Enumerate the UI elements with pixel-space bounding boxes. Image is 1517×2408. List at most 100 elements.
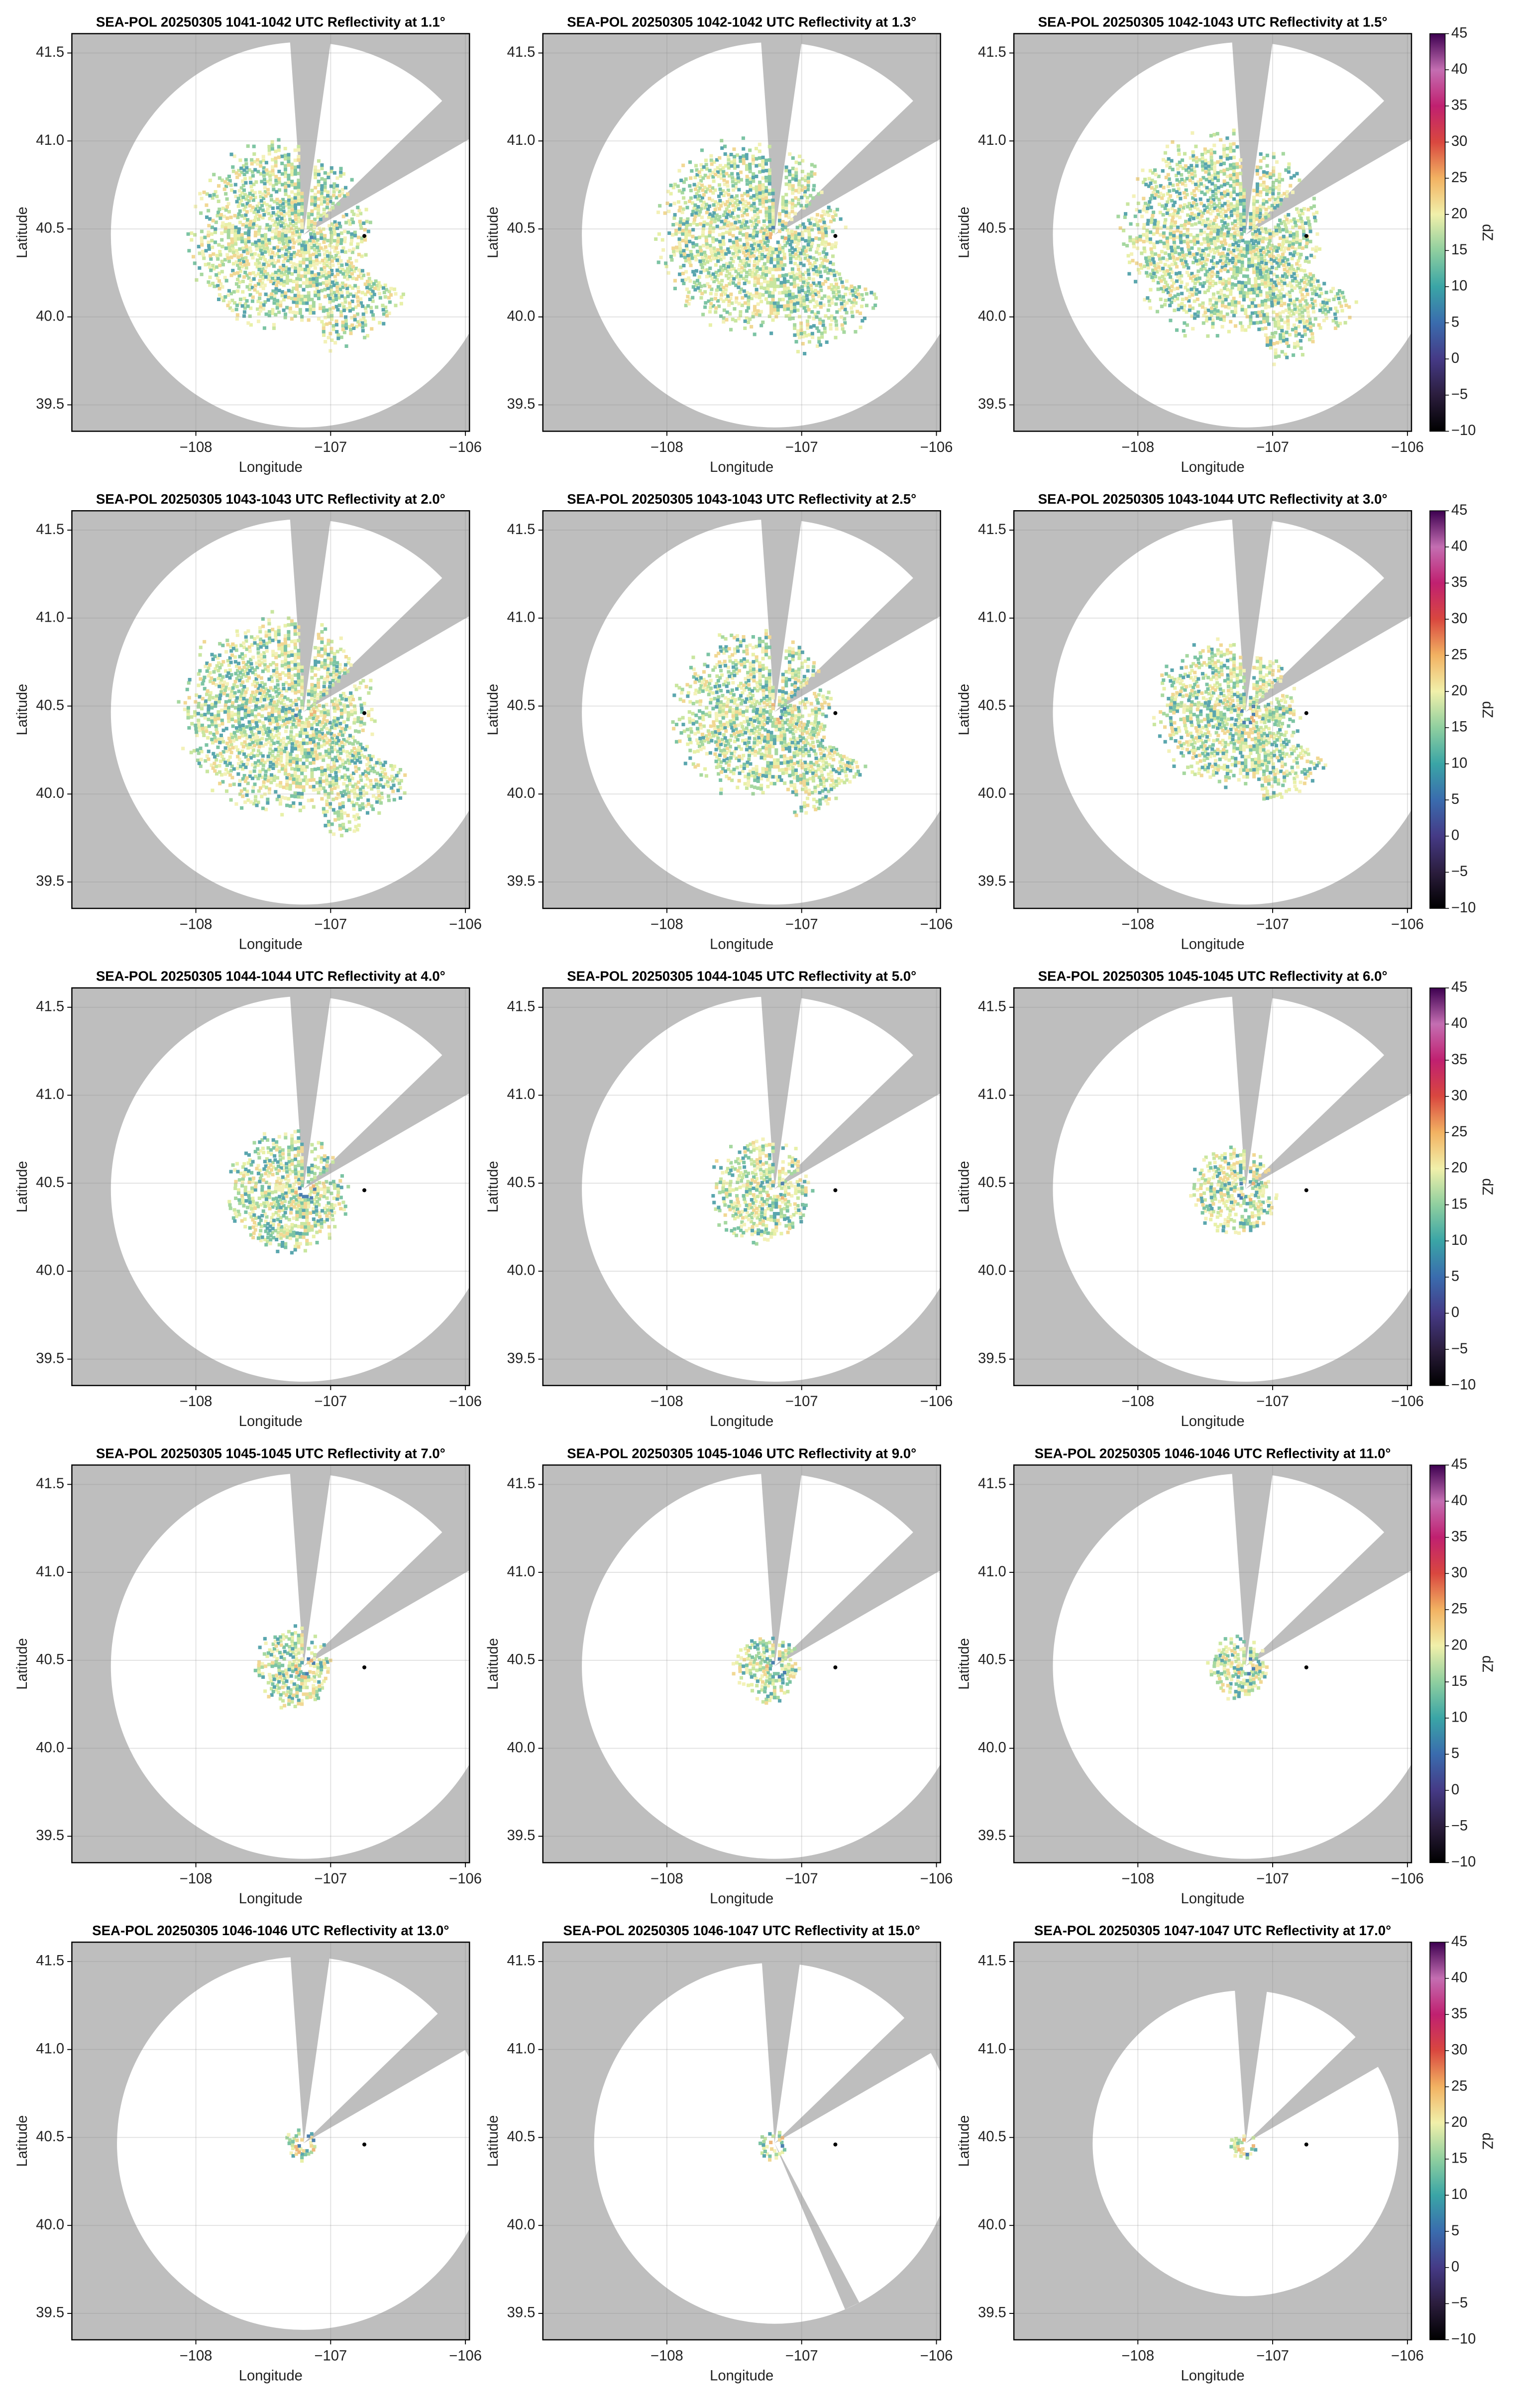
panel: −108 −107 −106 39.5 40.0 40.5 41.0 41.5 Longitud… <box>957 969 1495 1430</box>
colorbar <box>1429 1464 1446 1863</box>
blocked-sector <box>1231 1942 1274 2144</box>
y-tick-label: 41.0 <box>507 132 536 148</box>
echo-cells <box>1237 1182 1243 1200</box>
colorbar-tick-label: 5 <box>1451 1746 1459 1761</box>
y-tick-label: 41.0 <box>36 2041 64 2057</box>
y-tick-label: 40.0 <box>36 785 64 801</box>
plot-area <box>542 1465 941 1863</box>
colorbar <box>1429 1942 1446 2340</box>
blocked-sector <box>760 987 803 1189</box>
plot-area <box>542 33 941 432</box>
site-marker <box>362 2142 367 2147</box>
coverage-disk <box>582 42 941 428</box>
colorbar-label: dZ <box>1479 224 1495 241</box>
echo-cells <box>260 1637 330 1703</box>
site-marker <box>362 1665 367 1669</box>
y-tick-label: 39.5 <box>36 396 64 412</box>
y-tick-label: 40.5 <box>36 2129 64 2145</box>
blocked-sector <box>774 74 941 235</box>
colorbar <box>1429 510 1446 909</box>
x-axis-label: Longitude <box>239 1414 303 1429</box>
y-tick-label: 41.5 <box>978 44 1006 60</box>
echo-cells <box>1237 2138 1255 2152</box>
echo-cells <box>732 1637 797 1705</box>
y-tick-label: 41.0 <box>507 610 536 626</box>
echo-cells <box>760 2131 782 2155</box>
site-marker <box>833 711 838 715</box>
plot-frame <box>542 1941 941 2341</box>
echo-cells <box>291 2132 314 2158</box>
chart-title: SEA-POL 20250305 1046-1046 UTC Reflectiv… <box>92 1923 449 1938</box>
echo-cells <box>1158 643 1325 800</box>
y-tick-label: 40.5 <box>507 2129 536 2145</box>
echo-cells <box>1254 2148 1258 2152</box>
coverage-disk <box>110 42 470 428</box>
colorbar-tick-label: 35 <box>1451 1529 1467 1544</box>
panel: −108 −107 −106 39.5 40.0 40.5 41.0 41.5 Longitud… <box>485 14 953 475</box>
y-tick-label: 40.5 <box>978 697 1006 713</box>
colorbar-tick-label: 0 <box>1451 1305 1459 1320</box>
y-tick-label: 40.5 <box>36 697 64 713</box>
y-tick-label: 41.0 <box>36 1087 64 1102</box>
echo-cells <box>672 636 862 809</box>
colorbar-tick-label: 20 <box>1451 683 1467 699</box>
site-marker <box>362 1188 367 1193</box>
colorbar-tick-label: 10 <box>1451 755 1467 771</box>
colorbar-tick-label: 20 <box>1451 1160 1467 1176</box>
y-tick-label: 40.5 <box>507 1175 536 1191</box>
colorbar-tick-label: −5 <box>1451 864 1468 879</box>
blocked-sector <box>1245 1983 1411 2144</box>
echo-cells <box>1116 132 1345 359</box>
echo-cells <box>310 235 314 239</box>
y-axis-label: Latitude <box>14 684 30 736</box>
panel: −108 −107 −106 39.5 40.0 40.5 41.0 41.5 Longitud… <box>957 1445 1495 1907</box>
colorbar-tick-label: −5 <box>1451 1341 1468 1357</box>
colorbar-tick-label: 40 <box>1451 1493 1467 1509</box>
x-tick-label: −106 <box>1391 2348 1424 2364</box>
echo-cells <box>1216 1637 1267 1698</box>
chart-title: SEA-POL 20250305 1045-1045 UTC Reflectiv… <box>1038 969 1388 984</box>
y-tick-label: 40.0 <box>978 308 1006 324</box>
y-tick-label: 41.5 <box>36 522 64 538</box>
y-tick-label: 40.5 <box>978 220 1006 236</box>
echo-cells <box>1237 2138 1249 2160</box>
y-tick-label: 40.5 <box>978 1652 1006 1668</box>
site-marker <box>833 1665 838 1669</box>
echo-cells <box>1232 2140 1237 2147</box>
colorbar-tick-label: 15 <box>1451 1196 1467 1212</box>
echo-cells <box>1236 2145 1246 2156</box>
y-tick-label: 40.0 <box>507 1263 536 1279</box>
y-tick-label: 40.0 <box>978 1263 1006 1279</box>
plot-area <box>72 511 470 909</box>
site-marker <box>833 2142 838 2147</box>
y-tick-label: 41.0 <box>978 132 1006 148</box>
plot-area <box>1014 1465 1411 1863</box>
echo-cells <box>760 2135 778 2157</box>
echo-cells <box>1193 1154 1271 1232</box>
blocked-sector <box>760 1942 803 2144</box>
x-tick-label: −108 <box>650 439 683 455</box>
echo-cells <box>1233 2134 1253 2158</box>
x-tick-label: −108 <box>650 917 683 933</box>
y-tick-label: 40.0 <box>978 2217 1006 2233</box>
echo-cells <box>1209 1643 1268 1701</box>
colorbar-label: dZ <box>1479 2133 1495 2150</box>
echo-cells <box>779 707 786 720</box>
colorbar-label: dZ <box>1479 1178 1495 1195</box>
echo-cells <box>287 2133 313 2155</box>
panel: −108 −107 −106 39.5 40.0 40.5 41.0 41.5 Longitud… <box>485 1445 953 1907</box>
x-tick-label: −107 <box>785 1394 818 1410</box>
echo-cells <box>285 2136 314 2156</box>
y-tick-label: 41.5 <box>978 1476 1006 1492</box>
y-tick-label: 41.5 <box>978 1953 1006 1969</box>
x-tick-label: −106 <box>920 439 953 455</box>
y-tick-label: 40.5 <box>507 697 536 713</box>
y-tick-label: 39.5 <box>978 1828 1006 1844</box>
x-axis-label: Longitude <box>239 2368 303 2384</box>
colorbar-tick-label: 45 <box>1451 25 1467 41</box>
colorbar-tick-label: 40 <box>1451 1970 1467 1985</box>
echo-cells <box>735 1643 792 1702</box>
y-axis-label: Latitude <box>485 1161 501 1212</box>
panel: −108 −107 −106 39.5 40.0 40.5 41.0 41.5 Longitud… <box>14 14 482 475</box>
colorbar-tick-label: 30 <box>1451 2042 1467 2058</box>
